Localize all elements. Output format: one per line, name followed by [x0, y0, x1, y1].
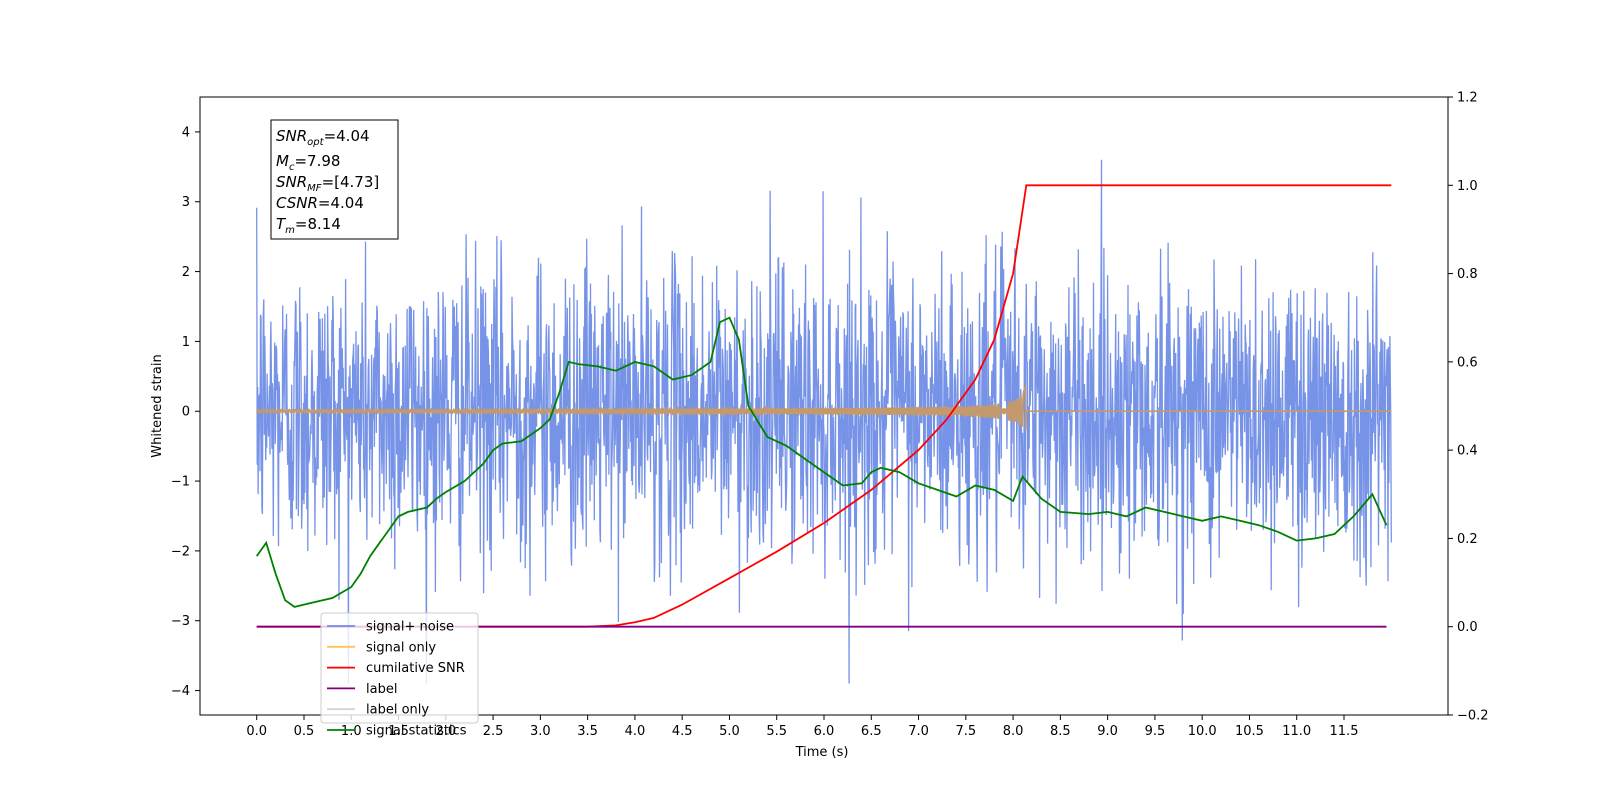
- x-tick-label: 3.5: [577, 724, 598, 739]
- y-ticks: 4 3 2 1 0 −1 −2 −3 −4: [171, 125, 200, 699]
- annotation-frame: [270, 119, 399, 240]
- x-tick-label: 3.0: [530, 724, 551, 739]
- legend-label: signal only: [366, 640, 436, 655]
- y2-tick-label: 1.2: [1457, 91, 1478, 106]
- x-tick-label: 8.5: [1050, 724, 1071, 739]
- y-tick-label: 1: [182, 335, 190, 350]
- y-tick-label: −4: [171, 684, 190, 699]
- y-tick-label: −3: [171, 614, 190, 629]
- legend-entries: signal+ noise signal only cumilative SNR la…: [327, 620, 467, 739]
- x-tick-label: 10.0: [1188, 724, 1217, 739]
- legend-label: signal statistics: [366, 724, 467, 739]
- series-cumilative-snr-line: [256, 184, 1392, 628]
- x-tick-label: 2.0: [435, 724, 456, 739]
- annotation-csnr: CSNR=4.04: [276, 194, 364, 212]
- x-tick-label: 10.5: [1235, 724, 1264, 739]
- legend-label: cumilative SNR: [366, 661, 465, 676]
- x-tick-label: 0.5: [294, 724, 315, 739]
- x-tick-label: 9.5: [1145, 724, 1166, 739]
- y2-tick-label: 0.2: [1457, 532, 1478, 547]
- annotation-box: SNRopt=4.04 Mc=7.98 SNRMF=[4.73] CSNR=4.…: [270, 119, 399, 240]
- x-tick-label: 4.0: [625, 724, 646, 739]
- legend: signal+ noise signal only cumilative SNR la…: [320, 612, 479, 739]
- series-signal-only-line: [255, 384, 1392, 431]
- x-tick-label: 6.5: [861, 724, 882, 739]
- legend-label: signal+ noise: [366, 620, 454, 635]
- annotation-tm: Tm=8.14: [276, 215, 341, 236]
- x-ticks: 0.0 0.5 1.0 1.5 2.0 2.5 3.0 3.5 4.0 4.5 5.0 5.5 6.0 6…: [246, 715, 1358, 739]
- y-tick-label: 3: [182, 195, 190, 210]
- series-signal-noise-line: [256, 159, 1392, 684]
- y-tick-label: −1: [171, 475, 190, 490]
- x-tick-label: 9.0: [1097, 724, 1118, 739]
- y-tick-label: 4: [182, 125, 190, 140]
- x-tick-label: 5.0: [719, 724, 740, 739]
- x-tick-label: 7.5: [955, 724, 976, 739]
- y-axis-label: Whitened strain: [150, 354, 165, 457]
- x-axis-label: Time (s): [795, 745, 849, 760]
- y2-tick-label: 0.6: [1457, 355, 1478, 370]
- y2-ticks: 1.2 1.0 0.8 0.6 0.4 0.2 0.0 −0.2: [1448, 91, 1489, 724]
- y-tick-label: −2: [171, 544, 190, 559]
- y2-tick-label: 0.0: [1457, 620, 1478, 635]
- y2-tick-label: 1.0: [1457, 179, 1478, 194]
- series-signal-statistics-line: [255, 316, 1388, 608]
- legend-frame: [320, 612, 479, 724]
- annotation-mc: Mc=7.98: [276, 152, 340, 173]
- x-tick-label: 11.5: [1330, 724, 1359, 739]
- x-tick-label: 8.0: [1003, 724, 1024, 739]
- legend-label: label: [366, 682, 397, 697]
- y-tick-label: 0: [182, 405, 190, 420]
- y-tick-label: 2: [182, 265, 190, 280]
- x-tick-label: 11.0: [1282, 724, 1311, 739]
- annotation-snr-mf: SNRMF=[4.73]: [276, 173, 379, 194]
- x-tick-label: 2.5: [483, 724, 504, 739]
- x-tick-label: 4.5: [672, 724, 693, 739]
- x-tick-label: 6.0: [814, 724, 835, 739]
- annotation-snr-opt: SNRopt=4.04: [276, 127, 370, 148]
- y2-tick-label: 0.4: [1457, 444, 1478, 459]
- legend-label: label only: [366, 703, 429, 718]
- y2-tick-label: 0.8: [1457, 267, 1478, 282]
- y2-tick-label: −0.2: [1457, 709, 1489, 724]
- x-tick-label: 7.0: [908, 724, 929, 739]
- x-tick-label: 1.5: [388, 724, 409, 739]
- x-tick-label: 1.0: [341, 724, 362, 739]
- x-tick-label: 0.0: [246, 724, 267, 739]
- x-tick-label: 5.5: [766, 724, 787, 739]
